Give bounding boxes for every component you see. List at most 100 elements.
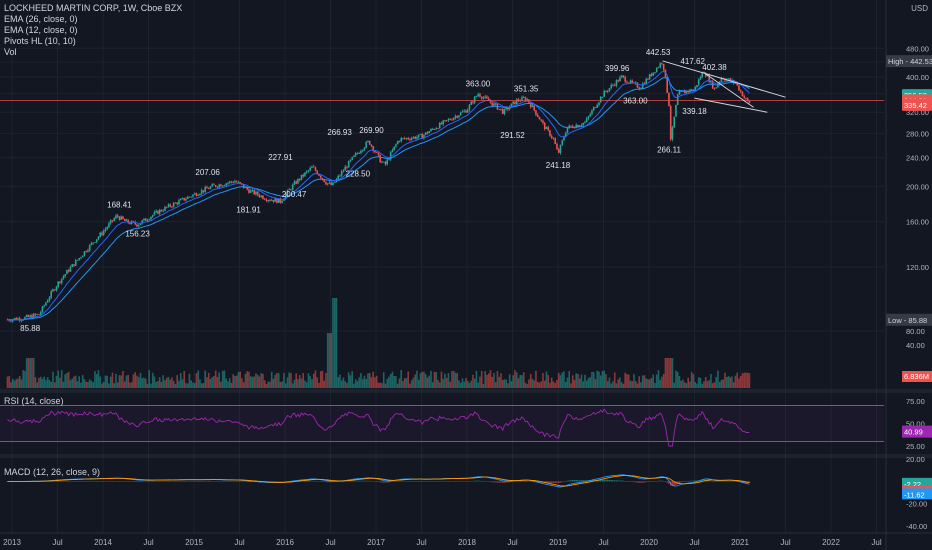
volume-bar [272,378,275,388]
macd-histogram-bar [362,480,364,482]
candle-body [76,259,79,261]
candle-body [669,106,672,140]
candle-body [365,142,367,148]
indicator-ema26[interactable]: EMA (26, close, 0) [4,14,78,24]
volume-bar [214,370,217,388]
macd-histogram-bar [110,481,112,482]
candle-body [344,166,346,171]
macd-last-tag [902,488,932,500]
candle-body [242,184,245,188]
macd-histogram-bar [614,480,616,482]
volume-bar [528,379,530,388]
candle-body [521,97,523,101]
macd-histogram-bar [346,480,348,482]
macd-histogram-bar [169,481,171,482]
macd-histogram-bar [488,481,490,482]
volume-bar [573,380,576,388]
volume-bar [344,381,346,388]
x-tick-label: Jul [325,538,335,547]
candle-body [104,229,107,231]
candle-body [125,219,128,221]
volume-bar [361,379,364,388]
volume-bar [487,373,490,388]
macd-histogram-bar [349,480,352,482]
candle-body [48,297,51,301]
volume-bar [694,381,696,388]
volume-bar [88,379,91,388]
volume-bar [139,372,142,388]
candle-body [505,107,507,110]
candle-body [617,80,619,82]
candle-body [629,80,632,83]
macd-histogram-bar [411,481,413,482]
indicator-pivots[interactable]: Pivots HL (10, 10) [4,36,76,46]
volume-bar [211,377,213,388]
volume-bar [732,382,735,388]
volume-bar [594,379,597,388]
candle-body [332,182,334,186]
volume-bar [613,372,616,388]
pivot-label: 363.00 [466,79,491,88]
macd-histogram-bar [311,480,313,482]
macd-histogram-bar [722,481,724,482]
macd-histogram-bar [355,480,357,482]
macd-histogram-bar [83,481,86,482]
macd-histogram-bar [505,481,507,483]
macd-histogram-bar [313,480,315,482]
volume-bar [587,378,590,388]
macd-histogram-bar [491,481,493,483]
candle-body [225,183,227,186]
macd-histogram-bar [64,480,66,482]
volume-bar [687,377,689,388]
indicator-ema12[interactable]: EMA (12, close, 0) [4,25,78,35]
volume-bar [489,370,492,388]
volume-bar [526,383,528,388]
volume-bar [498,376,500,388]
macd-histogram-bar [325,481,327,483]
candle-body [150,216,152,220]
candle-body [501,109,504,114]
volume-bar [561,372,563,388]
candle-body [88,244,91,251]
macd-histogram-bar [610,479,612,482]
volume-bar [111,372,114,388]
macd-histogram-bar [327,481,329,483]
trend-line[interactable] [694,97,768,113]
volume-tick-label: 40.00 [906,341,925,350]
macd-histogram-bar [467,481,469,482]
volume-bar [18,376,21,388]
macd-histogram-bar [397,481,399,482]
macd-histogram-bar [715,481,717,482]
volume-bar [137,377,140,388]
volume-bar [101,383,103,388]
x-tick-label: Jul [780,538,790,547]
candle-body [113,218,115,221]
indicator-volume[interactable]: Vol [4,47,17,57]
y-tick-label: 320.00 [906,108,929,117]
y-tick-label: 280.00 [906,129,929,138]
candle-body [599,96,602,103]
macd-histogram-bar [75,481,77,482]
macd-histogram-bar [68,481,70,482]
volume-bar [717,370,719,388]
volume-bar [358,377,360,388]
candle-body [638,87,640,89]
macd-histogram-bar [400,480,402,482]
volume-bar [382,372,385,388]
candle-body [465,110,467,113]
candle-body [449,119,451,120]
candle-body [309,167,311,171]
macd-histogram-bar [395,481,397,482]
macd-pane-title[interactable]: MACD (12, 26, close, 9) [4,467,101,477]
candle-body [361,149,364,152]
candle-body [162,210,164,212]
macd-histogram-bar [246,481,248,482]
macd-histogram-bar [309,480,311,482]
trend-line[interactable] [662,60,786,98]
candle-body [132,221,135,223]
volume-bar [283,372,285,388]
macd-histogram-bar [708,480,710,482]
rsi-pane-title[interactable]: RSI (14, close) [4,396,64,406]
trend-line[interactable] [703,71,754,108]
